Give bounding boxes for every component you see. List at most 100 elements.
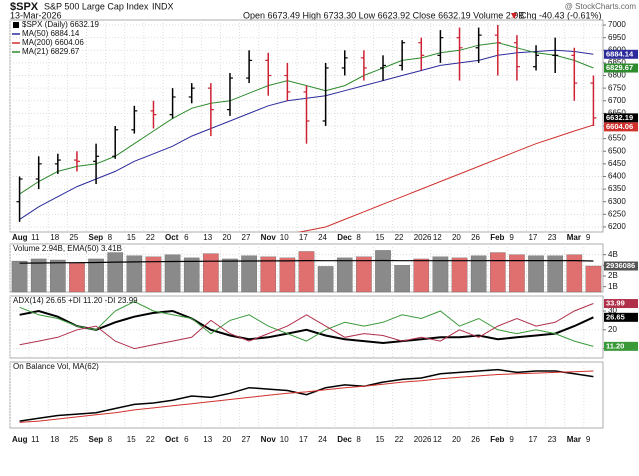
last-value-box	[604, 312, 638, 322]
y-tick-label: 6750	[608, 83, 626, 92]
x-tick-label: Feb	[490, 233, 504, 242]
x-tick-label: 22	[395, 435, 404, 444]
volume-bar	[50, 259, 66, 293]
x-tick-label: 6	[184, 435, 189, 444]
series-line	[297, 124, 594, 232]
volume-bar	[489, 252, 506, 293]
x-tick-label: 8	[356, 233, 361, 242]
y-tick-label: 6450	[608, 159, 626, 168]
y-tick-label: 6250	[608, 209, 626, 218]
x-tick-label: 6	[184, 233, 189, 242]
last-value-label: 6884.14	[606, 49, 634, 58]
x-tick-label: Sep	[89, 435, 104, 444]
panel-frame	[9, 295, 604, 359]
volume-bar	[451, 257, 468, 293]
volume-bar	[566, 254, 583, 293]
x-tick-label: 12	[433, 233, 442, 242]
x-tick-label: 17	[299, 435, 308, 444]
x-tick-label: Feb	[490, 435, 504, 444]
y-tick-label: 6850	[608, 58, 626, 67]
change: Chg -40.43 (-0.61%)	[520, 10, 602, 20]
x-tick-label: 13	[203, 233, 212, 242]
volume-bar	[279, 257, 296, 293]
x-tick-label: 23	[548, 435, 557, 444]
panel: On Balance Vol, MA(62)	[9, 361, 604, 429]
x-tick-label: 11	[31, 233, 40, 242]
series-line	[19, 368, 594, 422]
volume-bar	[547, 255, 563, 293]
y-tick-label: 6650	[608, 108, 626, 117]
x-tick-label: 9	[509, 435, 514, 444]
volume-bar	[375, 250, 391, 293]
last-value-box	[604, 113, 638, 123]
volume-bar	[164, 254, 181, 293]
y-tick-label: 4B	[608, 250, 618, 259]
y-tick-label: 6500	[608, 146, 626, 155]
last-value-label: 11.20	[606, 341, 624, 350]
x-tick-label: 24	[318, 435, 327, 444]
x-tick-label: Nov	[261, 233, 277, 242]
series-line	[19, 303, 594, 350]
volume-bar	[298, 251, 315, 293]
x-tick-label: 9	[586, 233, 591, 242]
volume-bar	[336, 257, 353, 293]
legend-swatch	[13, 22, 19, 28]
y-tick-label: 6800	[608, 71, 626, 80]
x-tick-label: Mar	[567, 435, 581, 444]
last-value-box	[604, 122, 638, 132]
x-tick-label: 8	[108, 435, 113, 444]
volume-bar	[126, 255, 143, 293]
y-tick-label: 6200	[608, 222, 626, 231]
x-tick-label: 10	[280, 435, 289, 444]
legend-entry: MA(21) 6829.67	[22, 47, 80, 56]
symbol: $SPX	[10, 1, 39, 13]
x-tick-label: 25	[69, 435, 78, 444]
date: 13-Mar-2026	[10, 10, 62, 20]
series-line	[19, 259, 594, 264]
volume-bar	[394, 265, 410, 293]
last-value-label: 26.65	[606, 312, 625, 321]
exchange: INDX	[152, 1, 174, 11]
x-tick-label: 13	[203, 435, 212, 444]
volume-bar	[222, 258, 238, 293]
x-tick-label: 15	[375, 435, 384, 444]
x-tick-label: Oct	[165, 435, 179, 444]
y-tick-label: 6400	[608, 172, 626, 181]
x-tick-label: Sep	[89, 233, 104, 242]
last-value-label: 6829.67	[606, 63, 633, 72]
x-tick-label: 20	[222, 233, 231, 242]
volume-bar	[509, 254, 525, 293]
x-tick-label: Mar	[567, 233, 581, 242]
volume-bar	[241, 255, 257, 293]
last-value-label: 33.99	[606, 299, 625, 308]
y-tick-label: 20	[608, 325, 617, 334]
x-tick-label: Oct	[165, 233, 179, 242]
volume-bar	[11, 260, 28, 293]
x-tick-label: Dec	[337, 435, 352, 444]
x-tick-label: 8	[108, 233, 113, 242]
panel-title: On Balance Vol, MA(62)	[13, 362, 99, 371]
x-tick-label: 11	[31, 435, 40, 444]
x-tick-label: 26	[471, 435, 480, 444]
panel-title: Volume 2.94B, EMA(50) 3.41B	[13, 244, 122, 253]
panel: 6200625063006350640064506500655066006650…	[9, 19, 638, 233]
volume-bar	[30, 258, 47, 293]
quote: Open 6673.49 High 6733.30 Low 6623.92 Cl…	[243, 10, 524, 20]
x-tick-label: 2026	[414, 435, 432, 444]
volume-bar	[69, 263, 85, 293]
y-tick-label: 6350	[608, 184, 626, 193]
last-value-box	[604, 261, 638, 271]
x-tick-label: 17	[299, 233, 308, 242]
y-tick-label: 30	[608, 306, 617, 315]
credit: @ StockCharts.com	[565, 2, 637, 11]
last-value-box	[604, 63, 638, 73]
volume-bar	[432, 256, 449, 293]
x-tick-label: 17	[528, 233, 537, 242]
x-tick-label: 27	[242, 435, 251, 444]
last-value-label: 6604.06	[606, 122, 633, 131]
volume-bar	[356, 256, 372, 293]
panels: 6200625063006350640064506500655066006650…	[9, 19, 638, 429]
x-tick-label: 9	[586, 435, 591, 444]
x-tick-label: Aug	[12, 435, 28, 444]
